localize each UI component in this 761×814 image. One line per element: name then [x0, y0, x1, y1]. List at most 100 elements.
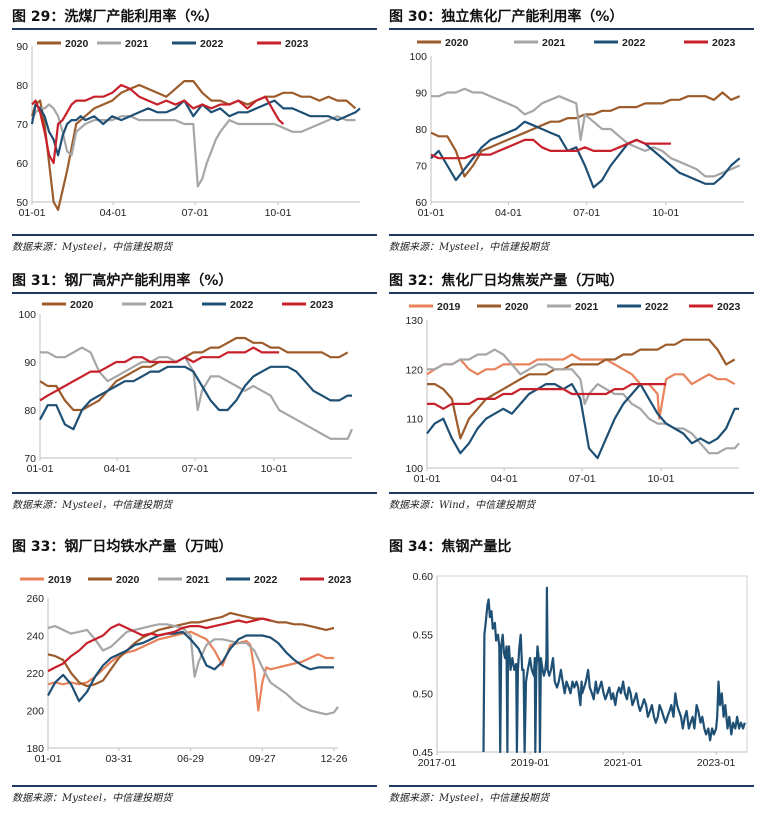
- chart-title: 图 30：独立焦化厂产能利用率（%）: [389, 9, 624, 25]
- y-tick-label: 0.50: [413, 688, 434, 700]
- source-rule: [389, 785, 754, 787]
- series-line-2023: [427, 382, 667, 410]
- legend-label: 2021: [125, 38, 149, 50]
- x-tick-label: 10-01: [648, 473, 675, 485]
- source-rule: [389, 492, 754, 494]
- series-line-2023: [39, 346, 280, 402]
- x-tick-label: 03-31: [105, 753, 132, 765]
- legend-label: 2020: [65, 38, 89, 50]
- y-tick-label: 90: [24, 357, 36, 369]
- x-tick-label: 06-29: [177, 753, 204, 765]
- series-line-2023: [47, 617, 271, 673]
- source-note: 数据来源：Mysteel，中信建投期货: [389, 242, 550, 253]
- line-chart: 60 70 80 90 100 01-01 04-01 07-01 10-01 2020 2021 2…: [409, 37, 744, 219]
- chart-panel-34: 图 34：焦钢产量比 0.45 0.50 0.55 0.60 2017-01 2019-0…: [389, 536, 754, 808]
- chart-panel-32: 图 32：焦化厂日均焦炭产量（万吨） 100 110 120 130 01-01 04-0…: [389, 270, 754, 520]
- x-tick-label: 04-01: [104, 463, 131, 475]
- source-note: 数据来源：Wind，中信建投期货: [389, 500, 536, 511]
- y-tick-label: 90: [415, 88, 427, 100]
- source-note: 数据来源：Mysteel，中信建投期货: [12, 500, 173, 511]
- legend-label: 2020: [505, 301, 529, 313]
- title-rule: [12, 28, 377, 30]
- y-tick-label: 200: [26, 706, 44, 718]
- x-tick-label: 09-27: [249, 753, 276, 765]
- y-tick-label: 100: [405, 463, 423, 475]
- y-tick-label: 180: [26, 743, 44, 755]
- y-tick-label: 260: [26, 593, 44, 605]
- x-tick-label: 2017-01: [418, 757, 457, 769]
- x-tick-label: 01-01: [27, 463, 54, 475]
- x-tick-label: 04-01: [495, 207, 522, 219]
- x-tick-label: 2023-01: [697, 757, 736, 769]
- x-tick-label: 01-01: [35, 753, 62, 765]
- legend-label: 2020: [445, 37, 469, 49]
- series-line-2021: [47, 623, 339, 716]
- series-line-ratio: [482, 586, 746, 754]
- x-tick-label: 01-01: [414, 473, 441, 485]
- y-tick-label: 50: [16, 197, 28, 209]
- legend-label: 2022: [622, 37, 646, 49]
- title-rule: [12, 292, 377, 294]
- y-tick-label: 0.45: [413, 747, 434, 759]
- title-rule: [389, 28, 754, 30]
- y-tick-label: 60: [16, 158, 28, 170]
- legend-label: 2023: [310, 299, 334, 311]
- chart-title: 图 33：钢厂日均铁水产量（万吨）: [12, 539, 233, 555]
- x-tick-label: 10-01: [652, 207, 679, 219]
- series-line-2021: [31, 103, 356, 188]
- series-line-2023: [31, 83, 285, 165]
- legend-label: 2022: [200, 38, 224, 50]
- source-note: 数据来源：Mysteel，中信建投期货: [389, 793, 550, 804]
- x-tick-label: 2021-01: [604, 757, 643, 769]
- x-tick-label: 07-01: [182, 207, 209, 219]
- source-rule: [12, 492, 377, 494]
- series-line-2020: [30, 79, 357, 211]
- series-line-2020: [430, 91, 741, 178]
- x-tick-label: 2019-01: [511, 757, 550, 769]
- line-chart: 50 60 70 80 90 01-01 04-01 07-01 10-01 2020 2021 20…: [16, 38, 361, 219]
- legend-label: 2020: [70, 299, 94, 311]
- chart-panel-31: 图 31：钢厂高炉产能利用率（%） 70 80 90 100 01-01 04-01 07-…: [12, 270, 377, 520]
- x-tick-label: 10-01: [265, 207, 292, 219]
- chart-panel-30: 图 30：独立焦化厂产能利用率（%） 60 70 80 90 100 01-01 04-01…: [389, 6, 754, 256]
- legend-label: 2023: [285, 38, 309, 50]
- x-tick-label: 07-01: [182, 463, 209, 475]
- x-tick-label: 07-01: [573, 207, 600, 219]
- legend-label: 2022: [254, 574, 278, 586]
- y-tick-label: 60: [415, 197, 427, 209]
- y-tick-label: 120: [405, 364, 423, 376]
- y-tick-label: 0.60: [413, 571, 434, 583]
- legend-label: 2019: [437, 301, 461, 313]
- y-tick-label: 80: [24, 405, 36, 417]
- series-line-2022: [30, 99, 361, 157]
- y-tick-label: 80: [415, 124, 427, 136]
- legend-label: 2021: [186, 574, 210, 586]
- legend-label: 2021: [575, 301, 599, 313]
- y-tick-label: 100: [409, 51, 427, 63]
- y-tick-label: 70: [24, 453, 36, 465]
- series-line-2021: [40, 346, 354, 440]
- legend-label: 2023: [328, 574, 352, 586]
- line-chart: 0.45 0.50 0.55 0.60 2017-01 2019-01 2021-01 202…: [413, 571, 748, 769]
- chart-panel-29: 图 29：洗煤厂产能利用率（%） 50 60 70 80 90 01-01 04-01 07-…: [12, 6, 377, 256]
- y-tick-label: 110: [406, 414, 423, 426]
- legend-label: 2023: [717, 301, 741, 313]
- source-note: 数据来源：Mysteel，中信建投期货: [12, 793, 173, 804]
- source-rule: [12, 785, 377, 787]
- source-rule: [12, 234, 377, 236]
- y-tick-label: 80: [16, 80, 28, 92]
- x-tick-label: 01-01: [19, 207, 46, 219]
- series-line-2022: [47, 630, 334, 703]
- y-tick-label: 240: [26, 631, 44, 643]
- x-tick-label: 04-01: [491, 473, 518, 485]
- legend-label: 2023: [712, 37, 736, 49]
- legend-label: 2020: [116, 574, 140, 586]
- chart-title: 图 31：钢厂高炉产能利用率（%）: [12, 273, 233, 289]
- x-tick-label: 10-01: [261, 463, 288, 475]
- series-line-2022: [430, 120, 741, 189]
- legend-label: 2021: [542, 37, 566, 49]
- title-rule: [389, 292, 754, 294]
- source-note: 数据来源：Mysteel，中信建投期货: [12, 242, 173, 253]
- legend-label: 2022: [645, 301, 669, 313]
- x-tick-label: 04-01: [100, 207, 127, 219]
